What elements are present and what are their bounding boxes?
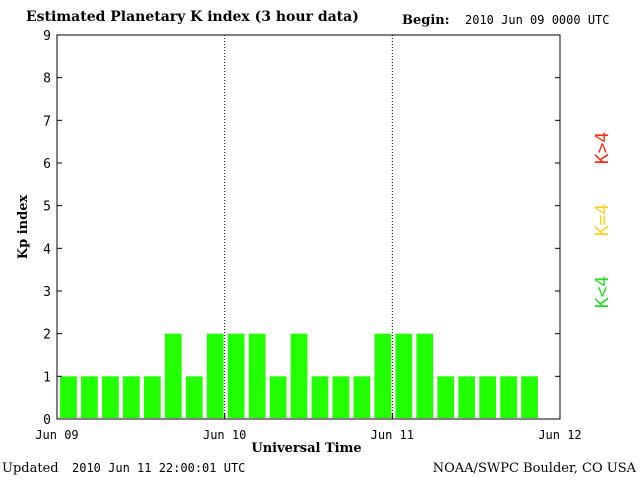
kp-bar — [122, 376, 140, 418]
credit-text: NOAA/SWPC Boulder, CO USA — [432, 461, 636, 476]
kp-bar — [164, 333, 182, 418]
begin-label: Begin: — [402, 13, 450, 28]
kp-bar — [143, 376, 161, 418]
kp-bar — [227, 333, 245, 418]
y-tick-label: 6 — [43, 157, 51, 172]
kp-bar — [102, 376, 119, 418]
kp-bar — [416, 333, 434, 418]
kp-bar — [269, 376, 287, 418]
legend-item: K<4 — [592, 276, 613, 309]
kp-bar — [437, 376, 455, 418]
begin-value: 2010 Jun 09 0000 UTC — [465, 13, 610, 27]
x-tick-label: Jun 12 — [538, 428, 581, 442]
legend-item: K>4 — [592, 132, 613, 165]
kp-bar — [353, 376, 371, 418]
kp-bar — [500, 376, 517, 418]
kp-bar — [60, 376, 77, 418]
kp-bar — [311, 376, 329, 418]
kp-bar — [395, 333, 413, 418]
y-tick-label: 1 — [43, 370, 51, 385]
legend-item: K=4 — [592, 204, 613, 237]
x-tick-label: Jun 11 — [371, 428, 414, 442]
y-tick-label: 5 — [43, 200, 51, 215]
y-tick-label: 2 — [43, 328, 51, 343]
y-tick-label: 0 — [43, 413, 51, 428]
x-tick-label: Jun 10 — [203, 428, 246, 442]
updated-timestamp: 2010 Jun 11 22:00:01 UTC — [72, 461, 246, 475]
kp-bar — [521, 376, 538, 418]
x-axis-label: Universal Time — [251, 441, 361, 456]
kp-bar — [248, 333, 266, 418]
kp-bar — [479, 376, 497, 418]
x-tick-label: Jun 09 — [35, 428, 78, 442]
chart-title: Estimated Planetary K index (3 hour data… — [26, 9, 359, 25]
y-tick-label: 9 — [43, 29, 51, 44]
kp-bar — [458, 376, 476, 418]
updated-label: Updated — [2, 461, 59, 476]
kp-bar — [290, 333, 308, 418]
plot-frame — [56, 34, 561, 420]
y-axis-label: Kp index — [16, 195, 31, 260]
y-tick-label: 8 — [43, 72, 51, 87]
kp-bar — [81, 376, 98, 418]
kp-bar — [374, 333, 392, 418]
y-tick-label: 3 — [43, 285, 51, 300]
kp-bar — [332, 376, 350, 418]
y-tick-label: 7 — [43, 114, 51, 129]
kp-bar — [185, 376, 203, 418]
y-tick-label: 4 — [43, 242, 51, 257]
kp-bar — [206, 333, 224, 418]
